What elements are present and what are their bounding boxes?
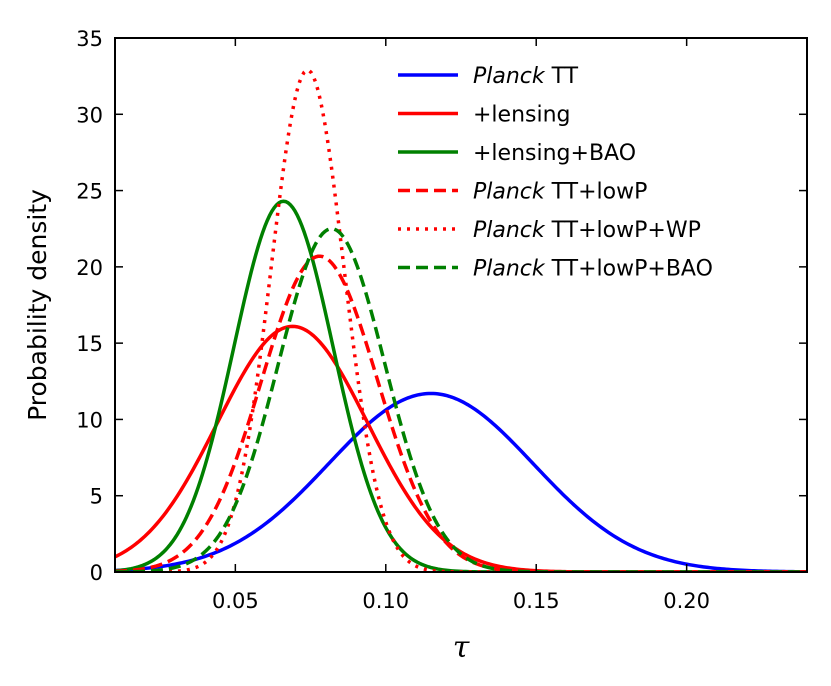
- series-line-planck-tt-lowp-bao: [115, 226, 807, 572]
- y-tick-label: 20: [76, 256, 103, 280]
- series-line-planck-tt: [115, 391, 807, 572]
- x-tick-label: 0.15: [513, 589, 560, 613]
- legend: Planck TT +lensing +lensing+BAO Planck TT+l…: [398, 64, 713, 282]
- x-tick-label: 0.20: [663, 589, 710, 613]
- legend-label-lensing-bao: +lensing+BAO: [473, 141, 636, 166]
- x-tick-label: 0.10: [362, 589, 409, 613]
- plot-frame: [114, 37, 808, 573]
- legend-label-planck-tt-lowp-wp: Planck TT+lowP+WP: [473, 218, 701, 243]
- y-axis-label: Probability density: [23, 189, 52, 421]
- y-tick-label: 5: [90, 485, 103, 509]
- y-tick-label: 30: [76, 103, 103, 127]
- series-line-planck-tt-lowp: [115, 254, 807, 572]
- legend-label-planck-tt: Planck TT: [473, 64, 579, 89]
- y-tick-label: 25: [76, 180, 103, 204]
- x-axis: 0.05 0.10 0.15 0.20: [212, 38, 710, 613]
- x-tick-label: 0.05: [212, 589, 259, 613]
- legend-label-planck-tt-lowp: Planck TT+lowP: [473, 180, 647, 205]
- y-tick-label: 35: [76, 27, 103, 51]
- y-tick-label: 10: [76, 408, 103, 432]
- y-tick-label: 15: [76, 332, 103, 356]
- x-axis-label: τ: [453, 630, 470, 665]
- y-tick-label: 0: [90, 561, 103, 585]
- legend-label-planck-tt-lowp-bao: Planck TT+lowP+BAO: [473, 257, 713, 282]
- legend-label-lensing: +lensing: [473, 103, 571, 128]
- y-axis: 0 5 10 15 20 25 30 35: [76, 27, 807, 585]
